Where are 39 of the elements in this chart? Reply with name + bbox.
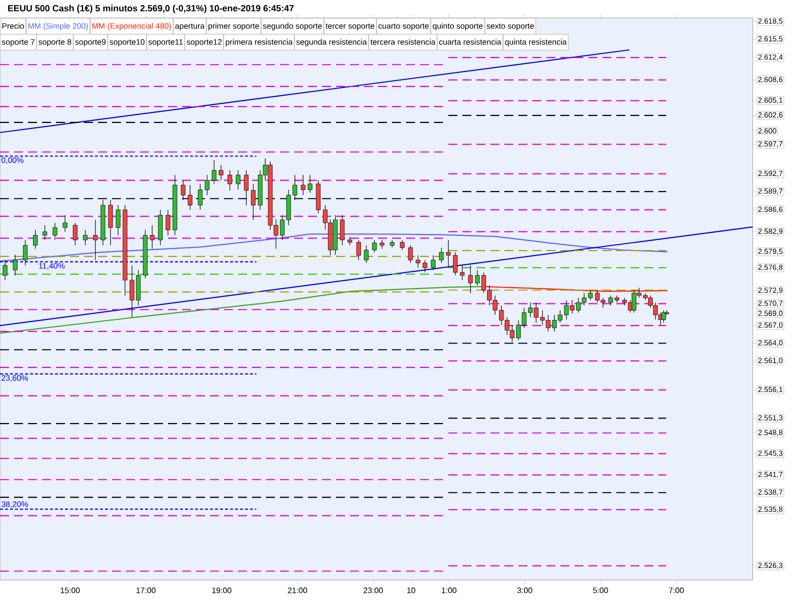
candlestick: [400, 240, 405, 250]
candlestick: [460, 265, 465, 280]
candlestick: [52, 222, 58, 240]
candlestick: [108, 200, 113, 246]
candlestick: [116, 204, 120, 236]
candlestick: [372, 240, 377, 253]
candlestick: [446, 240, 451, 268]
candlestick: [218, 164, 224, 181]
candlestick: [416, 255, 420, 268]
candlestick: [150, 224, 154, 250]
candlestick: [22, 240, 28, 266]
candlestick: [212, 160, 216, 184]
candlestick: [12, 254, 18, 276]
line-series: [0, 234, 668, 262]
candlestick: [430, 255, 436, 270]
candlestick: [42, 224, 48, 240]
candlestick: [356, 240, 361, 260]
candlestick: [408, 244, 413, 264]
candlestick: [2, 260, 8, 280]
candlestick: [308, 174, 312, 194]
candlestick: [204, 174, 210, 196]
candlestick: [300, 174, 306, 196]
candlestick: [380, 240, 384, 250]
candlestick: [422, 260, 428, 273]
candlestick: [166, 210, 170, 236]
candlestick: [236, 170, 240, 190]
candlestick: [364, 244, 369, 264]
candlestick: [93, 220, 98, 260]
candlestick: [340, 214, 345, 246]
candlestick: [72, 222, 78, 246]
candlestick: [228, 170, 232, 191]
candlestick: [33, 230, 38, 250]
chart-title: EEUU 500 Cash (1€) 5 minutos 2.569,0 (-0,31%) 10-ene-2019 6:45:47: [8, 4, 294, 14]
candlestick: [82, 230, 88, 246]
candlestick: [468, 265, 473, 294]
candlestick: [453, 252, 458, 276]
candlestick: [661, 310, 666, 323]
candlestick: [439, 247, 444, 264]
candlestick: [62, 214, 68, 232]
